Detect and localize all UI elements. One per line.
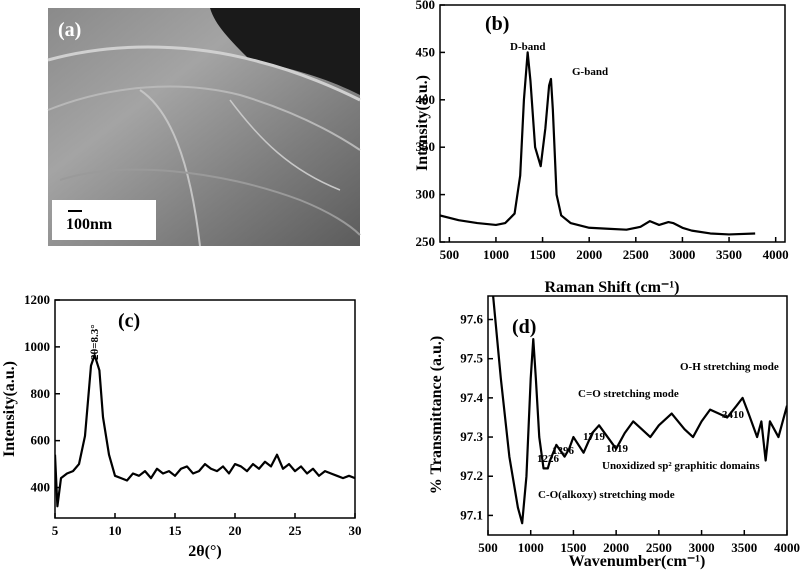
data-line bbox=[55, 353, 355, 508]
y-tick-label: 400 bbox=[416, 92, 436, 107]
y-tick-label: 97.1 bbox=[460, 507, 483, 522]
plot-frame bbox=[487, 295, 788, 536]
annotation: 1619 bbox=[606, 443, 629, 455]
y-tick-label: 97.5 bbox=[460, 351, 483, 366]
x-tick-label: 2000 bbox=[603, 540, 629, 555]
data-line bbox=[440, 51, 756, 236]
x-axis-label: Wavenumber(cm⁻¹) bbox=[569, 553, 706, 570]
x-tick-label: 1500 bbox=[530, 247, 556, 262]
annotation: O-H stretching mode bbox=[680, 361, 779, 373]
x-tick-label: 2000 bbox=[576, 247, 602, 262]
y-tick-label: 600 bbox=[31, 433, 51, 448]
plot-area bbox=[440, 51, 756, 236]
x-tick-label: 3500 bbox=[731, 540, 757, 555]
x-tick-label: 3500 bbox=[716, 247, 742, 262]
x-tick-label: 3000 bbox=[689, 540, 715, 555]
plot-area bbox=[492, 296, 787, 525]
x-tick-label: 2500 bbox=[646, 540, 672, 555]
panel-label: (c) bbox=[118, 310, 140, 332]
panel-label: (b) bbox=[485, 13, 509, 35]
annotation: 1396 bbox=[552, 445, 575, 457]
scale-bar-label: 100nm bbox=[66, 216, 113, 233]
y-tick-label: 1200 bbox=[24, 292, 50, 307]
y-tick-label: 97.2 bbox=[460, 468, 483, 483]
x-tick-label: 30 bbox=[349, 523, 362, 538]
y-tick-label: 400 bbox=[31, 480, 51, 495]
plot-frame bbox=[439, 4, 786, 243]
x-tick-label: 25 bbox=[289, 523, 303, 538]
x-tick-label: 4000 bbox=[763, 247, 789, 262]
x-tick-label: 3000 bbox=[669, 247, 695, 262]
panel-label: (d) bbox=[512, 316, 536, 338]
x-tick-label: 1500 bbox=[560, 540, 586, 555]
x-tick-label: 1000 bbox=[518, 540, 544, 555]
plot-frame bbox=[54, 299, 356, 519]
y-tick-label: 800 bbox=[31, 386, 51, 401]
x-tick-label: 500 bbox=[478, 540, 498, 555]
x-tick-label: 10 bbox=[109, 523, 122, 538]
annotation: Unoxidized sp² graphitic domains bbox=[602, 460, 760, 472]
annotation: 1719 bbox=[583, 431, 606, 443]
y-axis-label: % Transmittance (a.u.) bbox=[428, 336, 445, 495]
annotation: C-O(alkoxy) stretching mode bbox=[538, 489, 675, 501]
y-axis-label: Intensity(a.u.) bbox=[1, 361, 18, 457]
y-tick-label: 250 bbox=[416, 234, 436, 249]
annotation: D-band bbox=[510, 41, 545, 53]
y-tick-label: 300 bbox=[416, 187, 436, 202]
plot-area bbox=[55, 353, 355, 508]
y-axis-label: Intensity(a.u.) bbox=[414, 75, 431, 171]
y-tick-label: 97.4 bbox=[460, 390, 483, 405]
y-tick-label: 1000 bbox=[24, 339, 50, 354]
y-tick-label: 350 bbox=[416, 139, 436, 154]
x-axis-label: Raman Shift (cm⁻¹) bbox=[544, 279, 679, 296]
panel-label: (a) bbox=[58, 19, 81, 41]
x-axis-label: 2θ(°) bbox=[188, 543, 221, 560]
annotation: 1226 bbox=[537, 453, 560, 465]
y-tick-label: 97.3 bbox=[460, 429, 483, 444]
annotation: G-band bbox=[572, 66, 608, 78]
y-tick-label: 500 bbox=[416, 0, 436, 12]
x-tick-label: 5 bbox=[52, 523, 59, 538]
y-tick-label: 450 bbox=[416, 44, 436, 59]
x-tick-label: 2500 bbox=[623, 247, 649, 262]
sem-image: (a) 100nm bbox=[47, 8, 361, 247]
scale-bar-box bbox=[52, 200, 156, 240]
x-tick-label: 20 bbox=[229, 523, 242, 538]
x-tick-label: 4000 bbox=[774, 540, 800, 555]
annotation: 2θ=8.3° bbox=[89, 324, 101, 360]
x-tick-label: 15 bbox=[169, 523, 183, 538]
annotation: 3410 bbox=[722, 409, 745, 421]
data-line bbox=[492, 296, 787, 525]
y-tick-label: 97.6 bbox=[460, 312, 483, 327]
x-tick-label: 1000 bbox=[483, 247, 509, 262]
x-tick-label: 500 bbox=[440, 247, 460, 262]
annotation: C=O stretching mode bbox=[578, 388, 679, 400]
